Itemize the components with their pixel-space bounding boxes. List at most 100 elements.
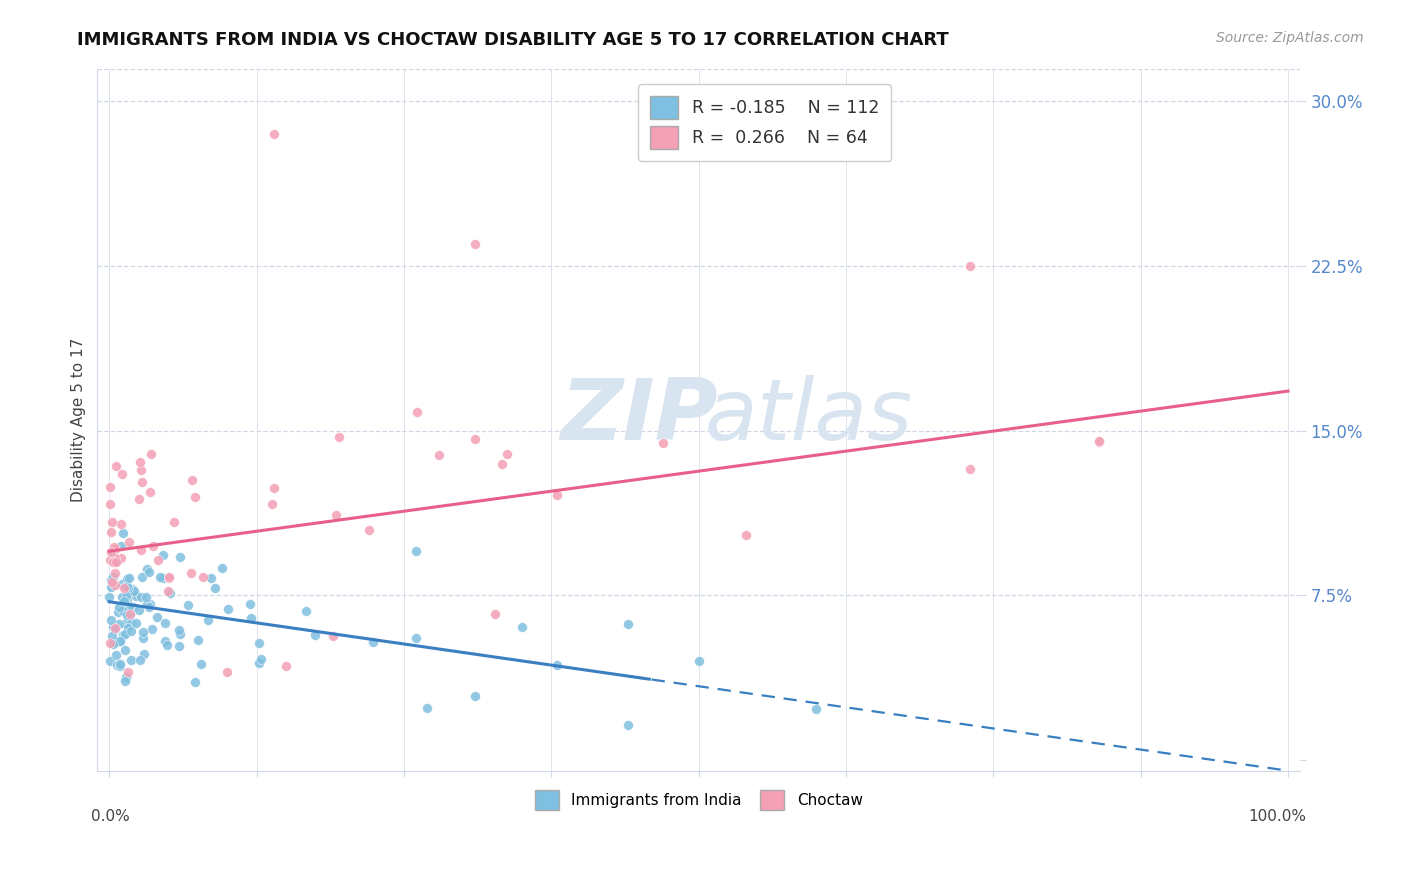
Point [115, 615, 138, 630]
Point [215, 665, 238, 679]
Point [117, 621, 139, 635]
Point [617, 616, 640, 631]
Point [105, 556, 128, 570]
Text: 100.0%: 100.0% [1249, 809, 1306, 824]
Point [117, 665, 139, 679]
Point [139, 597, 162, 611]
Point [103, 543, 125, 558]
Point [114, 627, 136, 641]
Point [184, 490, 207, 504]
Point [115, 592, 138, 607]
Point [141, 622, 163, 636]
Point [118, 608, 141, 623]
Point [132, 625, 155, 640]
Point [247, 657, 270, 671]
Point [118, 586, 141, 600]
Point [294, 604, 316, 618]
Point [100, 574, 122, 589]
Point [115, 589, 138, 603]
Point [157, 570, 180, 584]
Point [328, 430, 350, 444]
Point [120, 607, 142, 621]
Point [118, 571, 141, 585]
Point [117, 579, 139, 593]
Point [149, 569, 172, 583]
Point [104, 577, 127, 591]
Point [98, 480, 121, 494]
Point [959, 461, 981, 475]
Point [169, 627, 191, 641]
Point [249, 636, 271, 650]
Point [156, 638, 179, 652]
Point [167, 639, 190, 653]
Point [135, 590, 157, 604]
Y-axis label: Disability Age 5 to 17: Disability Age 5 to 17 [72, 337, 86, 501]
Point [177, 598, 200, 612]
Point [104, 550, 127, 565]
Point [129, 455, 152, 469]
Point [142, 539, 165, 553]
Point [112, 594, 135, 608]
Point [427, 448, 450, 462]
Point [136, 562, 159, 576]
Point [484, 607, 506, 621]
Point [104, 459, 127, 474]
Point [105, 554, 128, 568]
Point [546, 487, 568, 501]
Point [111, 604, 134, 618]
Point [110, 634, 132, 648]
Point [117, 585, 139, 599]
Point [105, 634, 128, 648]
Point [405, 631, 427, 645]
Point [114, 673, 136, 688]
Point [104, 542, 127, 557]
Point [617, 717, 640, 731]
Point [652, 435, 675, 450]
Point [239, 598, 262, 612]
Point [104, 648, 127, 662]
Point [163, 515, 186, 529]
Point [118, 599, 141, 614]
Point [135, 598, 157, 612]
Point [128, 491, 150, 506]
Point [100, 545, 122, 559]
Point [169, 550, 191, 565]
Point [190, 657, 212, 671]
Point [101, 629, 124, 643]
Point [734, 528, 756, 542]
Point [115, 607, 138, 622]
Point [510, 620, 533, 634]
Point [103, 637, 125, 651]
Point [98, 636, 121, 650]
Point [131, 570, 153, 584]
Point [167, 624, 190, 638]
Point [112, 581, 135, 595]
Point [128, 603, 150, 617]
Point [98, 553, 121, 567]
Point [103, 620, 125, 634]
Point [361, 635, 384, 649]
Point [183, 675, 205, 690]
Legend: Immigrants from India, Choctaw: Immigrants from India, Choctaw [529, 784, 869, 815]
Point [120, 653, 142, 667]
Point [263, 128, 285, 142]
Point [101, 570, 124, 584]
Point [117, 572, 139, 586]
Point [134, 647, 156, 661]
Point [186, 632, 208, 647]
Point [262, 497, 284, 511]
Point [153, 633, 176, 648]
Point [464, 237, 486, 252]
Point [959, 259, 981, 273]
Point [152, 571, 174, 585]
Point [104, 623, 127, 637]
Point [152, 548, 174, 562]
Point [325, 508, 347, 523]
Point [100, 515, 122, 529]
Point [111, 467, 134, 481]
Point [406, 405, 429, 419]
Point [240, 611, 263, 625]
Point [100, 580, 122, 594]
Point [108, 616, 131, 631]
Point [304, 628, 326, 642]
